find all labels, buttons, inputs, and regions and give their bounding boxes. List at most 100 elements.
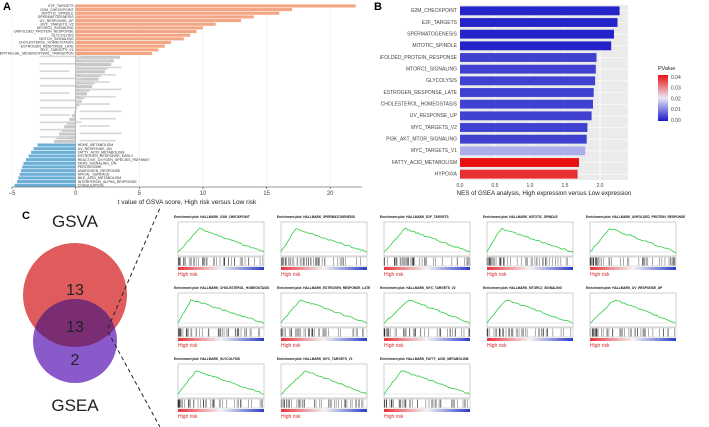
- high-risk-label: High risk: [487, 343, 507, 349]
- bar-pancreas_beta_cells: [59, 132, 76, 136]
- enrichment-plot-title: Enrichment plot: HALLMARK_E2F_TARGETS: [380, 215, 449, 219]
- y-tick-label-b: HYPOXIA: [435, 172, 458, 178]
- bar-mtorc1_signaling: [460, 64, 596, 74]
- high-risk-label: High risk: [281, 272, 301, 278]
- high-risk-label: High risk: [281, 414, 301, 420]
- enrichment-plot: Enrichment plot: HALLMARK_GLYCOLYSIS High…: [174, 357, 265, 420]
- bar-interferon_alpha_response: [17, 180, 76, 184]
- legend-colorbar: [658, 75, 668, 121]
- bar-cholesterol_homeostasis: [460, 99, 593, 109]
- venn-label-gsea: GSEA: [51, 396, 99, 415]
- faint-label-placeholder: [79, 95, 116, 98]
- y-tick-label-b: MITOTIC_SPINDLE: [412, 43, 457, 49]
- faint-label-placeholder: [79, 66, 122, 69]
- row-label: EPITHELIAL_MESENCHYMAL_TRANSITION: [0, 52, 74, 56]
- faint-label-placeholder: [79, 73, 116, 76]
- y-tick-label-b: GLYCOLYSIS: [426, 78, 458, 84]
- row-label: E2F_TARGETS: [48, 4, 74, 8]
- enrichment-plot-title: Enrichment plot: HALLMARK_FATTY_ACID_MET…: [380, 357, 469, 361]
- y-tick-label-b: MTORC1_SIGNALING: [406, 67, 457, 73]
- es-plot-frame: [486, 292, 574, 328]
- x-tick-label-a: 20: [327, 191, 334, 197]
- x-tick-label-b: 1.5: [562, 183, 569, 189]
- es-curve: [177, 299, 265, 324]
- row-label: SPERMATOGENESIS: [38, 15, 74, 19]
- es-plot-frame: [589, 221, 677, 257]
- ranked-list-bar: [178, 409, 264, 412]
- high-risk-label: High risk: [487, 272, 507, 278]
- bar-cholesterol_homeostasis: [75, 41, 172, 45]
- faint-label-placeholder: [39, 99, 82, 102]
- bar-estrogen_response_late: [460, 88, 594, 97]
- es-curve: [280, 299, 368, 324]
- es-curve: [177, 370, 265, 395]
- row-label: FATTY_ACID_METABOLISM: [78, 151, 125, 155]
- bar-estrogen_response_early: [28, 154, 76, 158]
- hits-frame: [589, 327, 677, 338]
- hits-frame: [589, 256, 677, 267]
- enrichment-plot-title: Enrichment plot: HALLMARK_UNFOLDED_PROTE…: [586, 215, 685, 219]
- enrichment-plot: Enrichment plot: HALLMARK_MTORC1_SIGNALI…: [483, 286, 574, 349]
- row-label: MYC_TARGETS_V2: [41, 22, 74, 26]
- bar-unfolded_protein_response: [75, 30, 197, 34]
- ranked-list-bar: [590, 267, 676, 270]
- hits-frame: [280, 327, 368, 338]
- enrichment-plot: Enrichment plot: HALLMARK_SPERMATOGENESI…: [277, 215, 368, 278]
- faint-label-placeholder: [79, 110, 122, 113]
- es-plot-frame: [589, 292, 677, 328]
- bar-apical_surface: [19, 172, 76, 176]
- venn-count-only-gsva: 13: [66, 282, 84, 299]
- bar-glycolysis: [75, 33, 191, 37]
- bar-estrogen_response_late: [75, 44, 165, 48]
- high-risk-label: High risk: [281, 343, 301, 349]
- callout-line-top: [107, 208, 160, 329]
- bar-mitotic_spindle_2: [75, 62, 112, 67]
- hits-frame: [383, 327, 471, 338]
- ranked-list-bar: [178, 338, 264, 341]
- ranked-list-bar: [487, 338, 573, 341]
- bar-heme_metabolism: [37, 143, 76, 147]
- es-plot-frame: [177, 363, 265, 399]
- faint-label-placeholder: [39, 55, 82, 58]
- enrichment-plot-title: Enrichment plot: HALLMARK_MITOTIC_SPINDL…: [483, 215, 558, 219]
- venn-count-both: 13: [66, 319, 84, 336]
- faint-label-placeholder: [79, 88, 122, 91]
- ranked-list-bar: [281, 267, 367, 270]
- bar-tgf_beta_signaling: [75, 77, 99, 81]
- venn-overlap: [34, 299, 116, 347]
- x-axis-title-a: t value of GSVA score, High risk versus …: [118, 199, 257, 206]
- x-tick-label-b: 0.5: [492, 183, 499, 189]
- ranked-list-bar: [384, 267, 470, 270]
- bar-myc_targets_v1: [75, 48, 159, 52]
- es-plot-frame: [280, 221, 368, 257]
- bar-androgen_response: [20, 169, 76, 173]
- faint-label-placeholder: [39, 136, 70, 138]
- row-label: GLYCOLYSIS: [51, 33, 74, 37]
- y-tick-label-b: UV_RESPONSE_UP: [410, 113, 458, 119]
- bar-allograft_rejection: [74, 110, 76, 114]
- bar-kras_signaling_dn: [54, 139, 76, 143]
- bar-interferon_gamma_response: [69, 117, 76, 121]
- enrichment-plot: Enrichment plot: HALLMARK_FATTY_ACID_MET…: [380, 357, 471, 420]
- es-plot-frame: [383, 292, 471, 328]
- y-tick-label-b: E2F_TARGETS: [422, 20, 458, 26]
- bar-fatty_acid_metabolism: [31, 150, 76, 154]
- row-label: CHOLESTEROL_HOMEOSTASIS: [19, 41, 74, 45]
- venn-count-only-gsea: 2: [71, 352, 80, 369]
- faint-label-placeholder: [39, 62, 76, 65]
- bar-g2m_checkpoint: [75, 8, 293, 12]
- faint-label-placeholder: [79, 125, 110, 127]
- high-risk-label: High risk: [178, 272, 198, 278]
- row-label: COAGULATION: [78, 183, 104, 187]
- enrichment-plot: Enrichment plot: HALLMARK_UNFOLDED_PROTE…: [586, 215, 685, 278]
- legend-tick-label: 0.04: [671, 75, 681, 81]
- faint-label-placeholder: [39, 77, 82, 80]
- bar-coagulation: [14, 183, 76, 187]
- faint-label-placeholder: [79, 117, 116, 120]
- legend-tick-label: 0.01: [671, 107, 681, 113]
- ranked-list-bar: [590, 338, 676, 341]
- es-curve: [383, 370, 471, 395]
- ranked-list-bar: [384, 338, 470, 341]
- bar-inflammatory_response: [75, 103, 80, 107]
- bar-uv_response_up: [75, 19, 242, 23]
